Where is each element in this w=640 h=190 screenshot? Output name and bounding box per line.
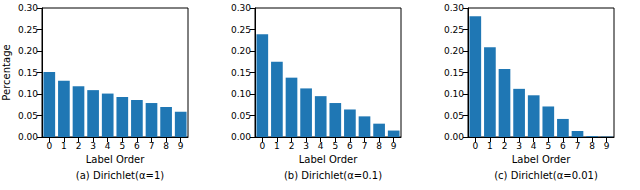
svg-text:0.00: 0.00	[231, 132, 251, 142]
svg-text:1: 1	[487, 141, 493, 151]
svg-text:8: 8	[589, 141, 595, 151]
svg-text:0.10: 0.10	[444, 89, 464, 99]
svg-text:(b) Dirichlet(α=0.1): (b) Dirichlet(α=0.1)	[284, 170, 382, 181]
svg-text:Label Order: Label Order	[299, 154, 358, 165]
svg-text:0: 0	[472, 141, 478, 151]
svg-text:(c) Dirichlet(α=0.01): (c) Dirichlet(α=0.01)	[494, 170, 598, 181]
svg-text:0.15: 0.15	[444, 68, 464, 78]
svg-text:3: 3	[516, 141, 522, 151]
svg-text:(a) Dirichlet(α=1): (a) Dirichlet(α=1)	[76, 170, 164, 181]
svg-text:3: 3	[90, 141, 96, 151]
svg-text:0.05: 0.05	[444, 111, 464, 121]
svg-text:0.15: 0.15	[231, 68, 251, 78]
svg-text:0.05: 0.05	[231, 111, 251, 121]
svg-text:0.30: 0.30	[444, 3, 464, 13]
svg-text:4: 4	[318, 141, 324, 151]
svg-text:0: 0	[46, 141, 52, 151]
svg-text:6: 6	[347, 141, 353, 151]
svg-text:5: 5	[119, 141, 125, 151]
svg-text:0.00: 0.00	[18, 132, 38, 142]
svg-text:7: 7	[149, 141, 155, 151]
svg-text:4: 4	[105, 141, 111, 151]
svg-text:0: 0	[259, 141, 265, 151]
svg-text:1: 1	[61, 141, 67, 151]
svg-text:0.00: 0.00	[444, 132, 464, 142]
svg-text:0.30: 0.30	[231, 3, 251, 13]
svg-text:0.20: 0.20	[444, 46, 464, 56]
svg-text:9: 9	[604, 141, 610, 151]
svg-text:6: 6	[134, 141, 140, 151]
svg-text:0.15: 0.15	[18, 68, 38, 78]
svg-text:0.30: 0.30	[18, 3, 38, 13]
svg-text:0.05: 0.05	[18, 111, 38, 121]
svg-text:0.25: 0.25	[231, 25, 251, 35]
svg-text:0.25: 0.25	[18, 25, 38, 35]
svg-text:8: 8	[163, 141, 169, 151]
svg-text:5: 5	[545, 141, 551, 151]
svg-text:4: 4	[531, 141, 537, 151]
svg-text:2: 2	[502, 141, 508, 151]
svg-text:0.10: 0.10	[231, 89, 251, 99]
svg-text:0.20: 0.20	[231, 46, 251, 56]
svg-text:Label Order: Label Order	[512, 154, 571, 165]
svg-text:0.20: 0.20	[18, 46, 38, 56]
svg-text:1: 1	[274, 141, 280, 151]
svg-text:Percentage: Percentage	[1, 44, 12, 100]
svg-text:9: 9	[391, 141, 397, 151]
svg-text:0.10: 0.10	[18, 89, 38, 99]
svg-text:8: 8	[376, 141, 382, 151]
svg-text:2: 2	[76, 141, 82, 151]
svg-text:0.25: 0.25	[444, 25, 464, 35]
svg-text:7: 7	[362, 141, 368, 151]
svg-text:3: 3	[303, 141, 309, 151]
svg-text:2: 2	[289, 141, 295, 151]
svg-text:5: 5	[332, 141, 338, 151]
svg-text:6: 6	[560, 141, 566, 151]
svg-text:Label Order: Label Order	[86, 154, 145, 165]
svg-text:9: 9	[178, 141, 184, 151]
svg-text:7: 7	[575, 141, 581, 151]
